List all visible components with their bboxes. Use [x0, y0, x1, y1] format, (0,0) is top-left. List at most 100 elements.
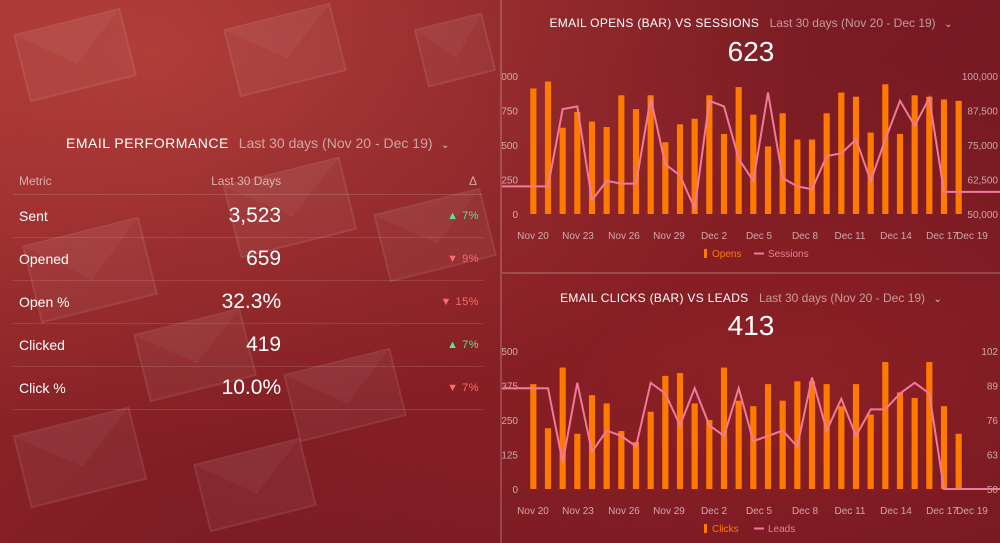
chevron-down-icon: ⌄ [933, 294, 942, 305]
bar [867, 414, 874, 489]
bar [530, 88, 537, 214]
bar [823, 113, 830, 214]
bar [544, 428, 552, 489]
bar [750, 406, 757, 489]
column-header-delta: Δ [411, 170, 483, 195]
bar [662, 142, 669, 214]
x-tick: Nov 29 [653, 506, 685, 517]
bar [882, 362, 889, 489]
bar [603, 127, 610, 214]
chart-range-dropdown[interactable]: Last 30 days (Nov 20 - Dec 19) ⌄ [764, 14, 953, 31]
bar [618, 95, 625, 214]
table-row: Sent 3,523 ▲ 7% [13, 194, 483, 238]
y-tick-left: 250 [502, 416, 518, 427]
bar [867, 132, 874, 214]
bar [676, 124, 684, 214]
y-tick-left: 250 [502, 176, 518, 187]
bar [574, 111, 581, 214]
bar [735, 87, 742, 214]
y-tick-right: 62,500 [967, 176, 998, 187]
table-row: Open % 32.3% ▼ 15% [13, 280, 483, 324]
chart-header: EMAIL OPENS (BAR) VS SESSIONS Last 30 da… [502, 14, 1000, 32]
bar [808, 139, 816, 214]
bar [720, 133, 728, 214]
opens-sessions-chart-panel: EMAIL OPENS (BAR) VS SESSIONS Last 30 da… [502, 0, 1000, 272]
bar [603, 403, 610, 489]
x-tick: Nov 20 [517, 231, 549, 242]
bar [632, 109, 640, 214]
table-header-row: Metric Last 30 Days Δ [13, 170, 483, 195]
y-tick-left: 375 [502, 382, 518, 393]
x-tick: Dec 11 [835, 231, 866, 242]
bar [911, 397, 918, 489]
table-row: Opened 659 ▼ 9% [13, 237, 483, 281]
metric-label: Click % [13, 366, 106, 410]
chart-total: 623 [727, 36, 775, 67]
delta-value: 7% [462, 210, 479, 222]
y-tick-right: 102 [981, 347, 998, 358]
x-tick: Dec 5 [746, 231, 773, 242]
chart-title: EMAIL OPENS (BAR) VS SESSIONS [549, 16, 760, 30]
bar [779, 113, 786, 214]
delta-value: 15% [455, 296, 479, 308]
chart-range-dropdown[interactable]: Last 30 days (Nov 20 - Dec 19) ⌄ [753, 289, 942, 306]
clicks-leads-chart-panel: EMAIL CLICKS (BAR) VS LEADS Last 30 days… [502, 274, 1000, 543]
metric-label: Clicked [13, 323, 106, 367]
bar [940, 99, 948, 214]
bar [882, 84, 889, 214]
series-line [502, 92, 1000, 213]
performance-header: EMAIL PERFORMANCE Last 30 days (Nov 20 -… [66, 135, 449, 153]
clicks-leads-chart: 500 375 250 125 0 102 89 76 63 50 Nov 20 Nov 23 Nov … [502, 347, 1000, 535]
performance-title: EMAIL PERFORMANCE [66, 135, 229, 151]
bar [750, 114, 757, 214]
bar [838, 406, 845, 489]
bar [720, 367, 728, 489]
bar [559, 367, 566, 489]
bar [574, 433, 581, 489]
metric-value: 10.0% [105, 366, 412, 410]
x-tick: Dec 2 [701, 231, 728, 242]
metric-label: Opened [13, 237, 106, 281]
chart-total: 413 [727, 310, 775, 341]
bar [823, 384, 830, 489]
legend-label: Sessions [768, 249, 809, 260]
x-tick: Nov 23 [562, 231, 594, 242]
x-tick: Dec 17 [926, 231, 958, 242]
x-tick: Dec 5 [746, 506, 773, 517]
bar [647, 411, 654, 489]
x-tick: Dec 19 [956, 506, 988, 517]
x-tick: Dec 19 [956, 231, 988, 242]
y-tick-left: 0 [512, 210, 518, 221]
metric-delta: ▲ 7% [411, 194, 483, 238]
y-tick-right: 89 [987, 382, 999, 393]
legend-label: Leads [768, 524, 795, 535]
chart-range-label: Last 30 days (Nov 20 - Dec 19) [769, 16, 936, 30]
bar [911, 95, 918, 214]
chart-header: EMAIL CLICKS (BAR) VS LEADS Last 30 days… [502, 289, 1000, 307]
bar [530, 384, 537, 489]
performance-range-label: Last 30 days (Nov 20 - Dec 19) [238, 135, 433, 151]
bar [691, 118, 698, 214]
delta-arrow-icon: ▲ [447, 210, 459, 222]
legend-label: Clicks [712, 524, 739, 535]
metric-value: 3,523 [105, 194, 412, 238]
bar [926, 362, 933, 489]
bar [808, 381, 816, 489]
y-tick-left: 500 [502, 141, 518, 152]
bar [926, 96, 933, 214]
y-tick-left: 750 [502, 107, 518, 118]
metric-delta: ▼ 15% [411, 280, 483, 324]
performance-table: Metric Last 30 Days Δ Sent 3,523 ▲ 7% Opene… [13, 170, 483, 410]
y-tick-right: 75,000 [967, 141, 998, 152]
x-tick: Dec 8 [792, 506, 819, 517]
bar [588, 121, 596, 214]
bar [896, 392, 904, 489]
y-tick-right: 63 [987, 451, 999, 462]
y-tick-left: 0 [512, 485, 518, 496]
performance-range-dropdown[interactable]: Last 30 days (Nov 20 - Dec 19) ⌄ [239, 135, 450, 153]
metric-delta: ▼ 7% [411, 366, 483, 410]
bar [779, 400, 786, 489]
delta-value: 7% [462, 382, 479, 394]
metric-delta: ▲ 7% [411, 323, 483, 367]
x-tick: Dec 11 [835, 506, 866, 517]
